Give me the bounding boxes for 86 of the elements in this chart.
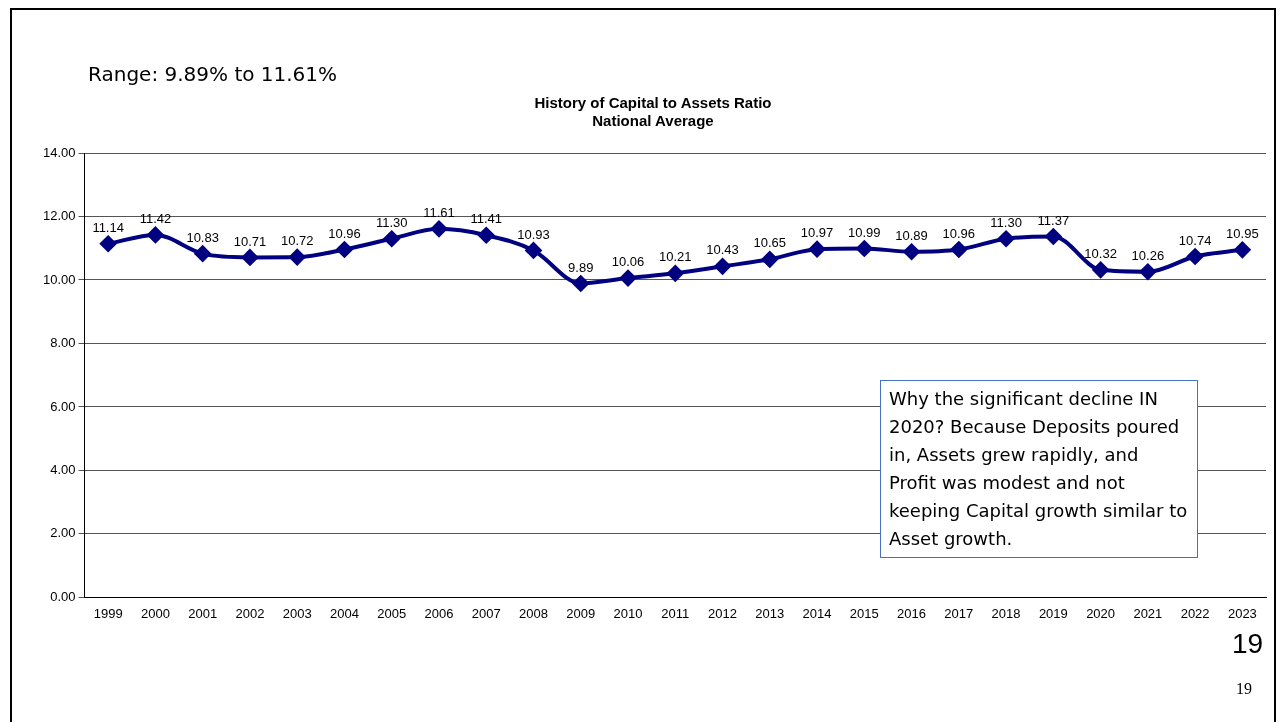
point	[525, 242, 542, 259]
text: 11.30	[375, 214, 408, 230]
x-tick-label: 2011	[661, 605, 690, 621]
text: 10.99	[848, 224, 881, 240]
point	[950, 241, 967, 258]
text: 9.89	[568, 259, 594, 275]
point	[903, 243, 920, 260]
point	[714, 258, 731, 275]
point	[620, 270, 637, 287]
text: 10.97	[800, 225, 834, 241]
x-tick-label: 2013	[755, 605, 785, 621]
text: 10.89	[895, 227, 928, 243]
x-tick-label: 2015	[849, 605, 879, 621]
text: 11.61	[423, 204, 455, 220]
x-tick-label: 2019	[1038, 605, 1068, 621]
x-tick-label: 2021	[1133, 605, 1163, 621]
x-tick-label: 2008	[519, 605, 548, 621]
text: 10.65	[753, 235, 787, 251]
point	[856, 240, 873, 257]
text: 10.95	[1226, 225, 1259, 241]
x-tick-label: 1999	[93, 605, 123, 621]
x-tick-label: 2023	[1227, 605, 1257, 621]
point	[147, 226, 164, 243]
point	[383, 230, 400, 247]
x-tick-label: 2003	[282, 605, 312, 621]
point	[667, 265, 684, 282]
x-tick-label: 2002	[235, 605, 265, 621]
text: 19	[1236, 680, 1252, 698]
point	[809, 241, 826, 258]
text: 19	[1232, 628, 1264, 660]
point	[572, 275, 589, 292]
chart-title: History of Capital to Assets Ratio National Average	[534, 94, 772, 130]
x-tick-label: 2000	[140, 605, 170, 621]
x-tick-label: 2007	[471, 605, 501, 621]
text: 10.26	[1131, 247, 1165, 263]
text: 10.74	[1178, 232, 1212, 248]
x-tick-label: 2022	[1180, 605, 1210, 621]
y-tick-label: 2.00	[50, 525, 76, 541]
text: 10.96	[942, 225, 976, 241]
point	[1092, 261, 1109, 278]
text: 10.83	[186, 229, 219, 245]
point	[289, 249, 306, 266]
point	[1187, 248, 1204, 265]
point	[100, 235, 117, 252]
text: 10.06	[611, 254, 645, 270]
x-tick-label: 2012	[708, 605, 737, 621]
text: 10.43	[706, 242, 739, 258]
point	[241, 249, 258, 266]
text: 10.71	[233, 233, 267, 249]
point	[430, 220, 447, 237]
x-tick-label: 2004	[329, 605, 359, 621]
point	[1139, 263, 1156, 280]
x-tick-label: 2009	[566, 605, 596, 621]
x-tick-label: 2020	[1086, 605, 1116, 621]
point	[478, 227, 495, 244]
point	[761, 251, 778, 268]
y-tick-label: 6.00	[50, 398, 76, 414]
y-tick-label: 14.00	[42, 144, 76, 160]
y-tick-label: 8.00	[50, 335, 76, 351]
text: Range: 9.89% to 11.61%	[88, 62, 338, 86]
point	[998, 230, 1015, 247]
text: 10.96	[328, 225, 361, 241]
x-tick-label: 2005	[377, 605, 407, 621]
x-tick-label: 2014	[802, 605, 832, 621]
x-tick-label: 2018	[991, 605, 1021, 621]
x-tick-label: 2006	[424, 605, 454, 621]
x-tick-label: 2010	[613, 605, 643, 621]
point	[1234, 241, 1251, 258]
y-tick-label: 4.00	[50, 462, 76, 478]
x-tick-label: 2017	[944, 605, 974, 621]
text: 11.37	[1037, 212, 1070, 228]
y-tick-label: 10.00	[42, 271, 76, 287]
text: 10.21	[658, 249, 692, 265]
point	[336, 241, 353, 258]
x-tick-label: 2016	[897, 605, 927, 621]
point	[194, 245, 211, 262]
x-tick-label: 2001	[188, 605, 218, 621]
text: 10.32	[1084, 245, 1117, 261]
text: 10.72	[280, 233, 314, 249]
text: 11.14	[92, 219, 124, 235]
y-tick-label: 12.00	[42, 208, 76, 224]
point	[1045, 228, 1062, 245]
y-tick-label: 0.00	[50, 588, 76, 604]
text: 10.93	[517, 226, 550, 242]
annotation: Why the significant decline IN 2020? Because Deposits poured in, Assets grew rapidly, and Profit was modest and not keeping Capital growth similar to Asset growth.	[880, 380, 1198, 558]
text: 11.30	[990, 214, 1022, 230]
